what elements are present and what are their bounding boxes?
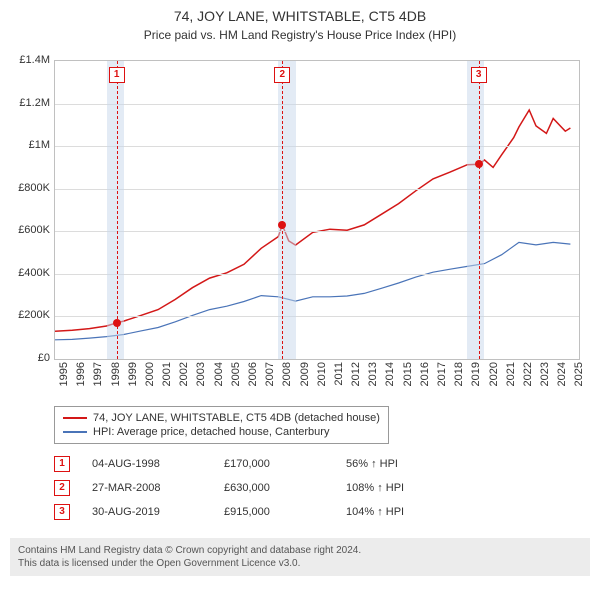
- x-axis-label: 2017: [436, 362, 448, 402]
- event-num: 2: [54, 480, 70, 496]
- event-date: 04-AUG-1998: [92, 458, 202, 470]
- gridline: [55, 231, 579, 232]
- gridline: [55, 189, 579, 190]
- x-axis-label: 2006: [247, 362, 259, 402]
- x-axis-label: 1999: [127, 362, 139, 402]
- x-axis-label: 2001: [161, 362, 173, 402]
- event-price: £915,000: [224, 506, 324, 518]
- sale-dot: [278, 221, 286, 229]
- x-axis-label: 2013: [367, 362, 379, 402]
- series-svg: [55, 61, 579, 359]
- x-axis-label: 2022: [522, 362, 534, 402]
- event-pct: 104% ↑ HPI: [346, 506, 466, 518]
- x-axis-label: 2003: [195, 362, 207, 402]
- series-hpi: [55, 242, 570, 339]
- legend-swatch: [63, 431, 87, 433]
- footer-line-1: Contains HM Land Registry data © Crown c…: [18, 544, 582, 557]
- x-axis-label: 2023: [539, 362, 551, 402]
- y-axis-label: £1.4M: [4, 54, 50, 66]
- y-axis-label: £200K: [4, 309, 50, 321]
- highlight-band: [107, 61, 124, 359]
- y-axis-label: £400K: [4, 267, 50, 279]
- x-axis-label: 1996: [75, 362, 87, 402]
- x-axis-label: 2024: [556, 362, 568, 402]
- y-axis-label: £1M: [4, 139, 50, 151]
- legend-swatch: [63, 417, 87, 419]
- x-axis-label: 2016: [419, 362, 431, 402]
- x-axis-label: 2019: [470, 362, 482, 402]
- gridline: [55, 274, 579, 275]
- x-axis-label: 2018: [453, 362, 465, 402]
- x-axis-label: 2007: [264, 362, 276, 402]
- gridline: [55, 146, 579, 147]
- x-axis-label: 2010: [316, 362, 328, 402]
- y-axis-label: £1.2M: [4, 97, 50, 109]
- attribution-footer: Contains HM Land Registry data © Crown c…: [10, 538, 590, 576]
- event-line: [282, 61, 283, 359]
- chart-container: { "title": "74, JOY LANE, WHITSTABLE, CT…: [0, 0, 600, 590]
- x-axis-label: 1997: [92, 362, 104, 402]
- highlight-band: [278, 61, 295, 359]
- x-axis-label: 2020: [488, 362, 500, 402]
- legend-item: 74, JOY LANE, WHITSTABLE, CT5 4DB (detac…: [63, 411, 380, 425]
- event-pct: 108% ↑ HPI: [346, 482, 466, 494]
- x-axis-label: 2002: [178, 362, 190, 402]
- event-row: 1 04-AUG-1998 £170,000 56% ↑ HPI: [54, 452, 466, 476]
- x-axis-label: 1998: [110, 362, 122, 402]
- legend: 74, JOY LANE, WHITSTABLE, CT5 4DB (detac…: [54, 406, 389, 444]
- x-axis-label: 2005: [230, 362, 242, 402]
- event-line: [479, 61, 480, 359]
- event-date: 27-MAR-2008: [92, 482, 202, 494]
- y-axis-label: £800K: [4, 182, 50, 194]
- x-axis-label: 2009: [299, 362, 311, 402]
- legend-label: HPI: Average price, detached house, Cant…: [93, 426, 329, 438]
- events-table: 1 04-AUG-1998 £170,000 56% ↑ HPI 2 27-MAR-200…: [54, 452, 466, 524]
- legend-label: 74, JOY LANE, WHITSTABLE, CT5 4DB (detac…: [93, 412, 380, 424]
- x-axis-label: 2004: [213, 362, 225, 402]
- event-marker: 3: [471, 67, 487, 83]
- event-pct: 56% ↑ HPI: [346, 458, 466, 470]
- event-marker: 2: [274, 67, 290, 83]
- sale-dot: [475, 160, 483, 168]
- footer-line-2: This data is licensed under the Open Gov…: [18, 557, 582, 570]
- series-property: [55, 110, 570, 331]
- x-axis-label: 2014: [384, 362, 396, 402]
- legend-item: HPI: Average price, detached house, Cant…: [63, 425, 380, 439]
- chart-subtitle: Price paid vs. HM Land Registry's House …: [0, 24, 600, 48]
- gridline: [55, 104, 579, 105]
- event-price: £170,000: [224, 458, 324, 470]
- y-axis-label: £600K: [4, 224, 50, 236]
- plot-area: 1 2 3: [54, 60, 580, 360]
- gridline: [55, 316, 579, 317]
- x-axis-label: 2011: [333, 362, 345, 402]
- x-axis-label: 2012: [350, 362, 362, 402]
- event-line: [117, 61, 118, 359]
- y-axis-label: £0: [4, 352, 50, 364]
- x-axis-label: 2025: [573, 362, 585, 402]
- event-price: £630,000: [224, 482, 324, 494]
- event-marker: 1: [109, 67, 125, 83]
- x-axis-label: 2008: [281, 362, 293, 402]
- event-num: 1: [54, 456, 70, 472]
- event-date: 30-AUG-2019: [92, 506, 202, 518]
- chart-title: 74, JOY LANE, WHITSTABLE, CT5 4DB: [0, 0, 600, 24]
- event-row: 3 30-AUG-2019 £915,000 104% ↑ HPI: [54, 500, 466, 524]
- x-axis-label: 1995: [58, 362, 70, 402]
- x-axis-label: 2015: [402, 362, 414, 402]
- highlight-band: [467, 61, 484, 359]
- sale-dot: [113, 319, 121, 327]
- x-axis-label: 2000: [144, 362, 156, 402]
- event-row: 2 27-MAR-2008 £630,000 108% ↑ HPI: [54, 476, 466, 500]
- event-num: 3: [54, 504, 70, 520]
- x-axis-label: 2021: [505, 362, 517, 402]
